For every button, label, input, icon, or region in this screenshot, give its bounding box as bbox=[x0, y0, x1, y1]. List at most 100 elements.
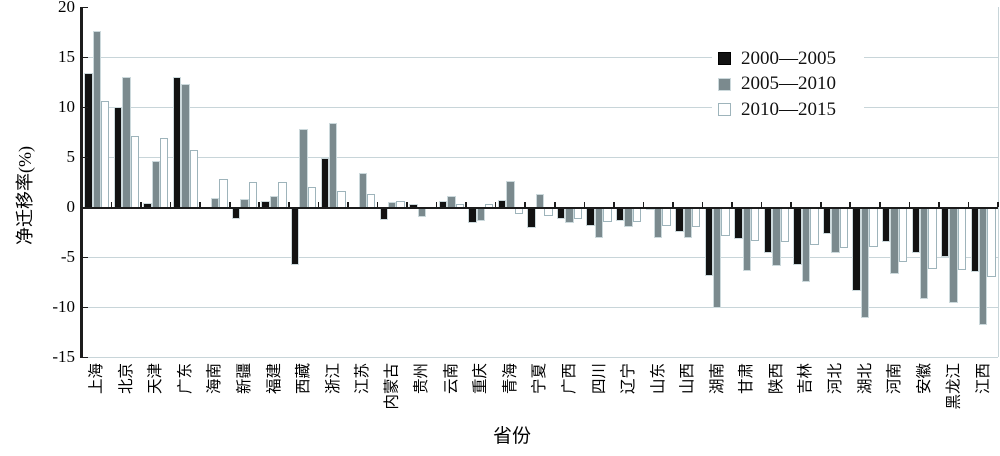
bar bbox=[941, 207, 950, 257]
x-axis-tick bbox=[849, 201, 852, 207]
y-axis-tick bbox=[82, 206, 88, 209]
x-axis-tick bbox=[613, 201, 615, 207]
y-axis-tick bbox=[82, 306, 88, 309]
bar bbox=[691, 207, 701, 227]
x-tick-label-text: 上海 bbox=[88, 363, 106, 395]
bar bbox=[742, 207, 752, 271]
gridline bbox=[82, 356, 998, 358]
x-axis-tick bbox=[583, 201, 586, 207]
gridline bbox=[82, 156, 998, 158]
bar bbox=[586, 207, 595, 226]
x-axis-tick bbox=[258, 201, 261, 207]
legend-swatch bbox=[718, 77, 731, 91]
bar bbox=[299, 129, 308, 209]
bar bbox=[565, 207, 574, 223]
y-tick-label: -15 bbox=[52, 346, 75, 366]
y-axis-tick bbox=[82, 156, 88, 159]
bar bbox=[624, 207, 633, 227]
gridline bbox=[82, 256, 998, 258]
x-tick-label-text: 广西 bbox=[561, 363, 579, 395]
plot-right-border bbox=[998, 7, 1000, 357]
legend: 2000—2005 2005—2010 2010—2015 bbox=[712, 44, 864, 125]
x-tick-label-text: 内蒙古 bbox=[383, 363, 401, 410]
x-tick-label-text: 湖北 bbox=[856, 363, 874, 395]
x-axis-tick bbox=[169, 201, 172, 207]
x-tick-label-text: 甘肃 bbox=[738, 363, 756, 395]
bar bbox=[632, 207, 642, 222]
bar bbox=[869, 207, 878, 247]
bar bbox=[822, 207, 832, 234]
x-axis-tick bbox=[199, 201, 201, 207]
gridline bbox=[82, 106, 998, 108]
bar bbox=[675, 207, 684, 232]
bar bbox=[603, 207, 612, 222]
x-axis-tick bbox=[879, 201, 881, 207]
bar bbox=[160, 138, 169, 209]
bar bbox=[852, 207, 861, 291]
bar bbox=[307, 187, 317, 209]
x-axis-tick bbox=[524, 201, 527, 207]
legend-label: 2005—2010 bbox=[741, 73, 836, 95]
x-axis-tick bbox=[494, 201, 497, 207]
bar bbox=[772, 207, 781, 266]
bar bbox=[172, 77, 182, 209]
bar bbox=[970, 207, 980, 272]
x-tick-label-text: 贵州 bbox=[413, 363, 431, 395]
bar bbox=[181, 84, 190, 209]
x-axis-tick bbox=[819, 201, 822, 207]
x-tick-label-text: 青海 bbox=[501, 363, 519, 395]
y-tick-label: 15 bbox=[58, 46, 75, 66]
bar bbox=[928, 207, 937, 269]
legend-label: 2010—2015 bbox=[741, 98, 836, 120]
x-tick-label-text: 新疆 bbox=[236, 363, 254, 395]
x-tick-label-text: 陕西 bbox=[767, 363, 785, 395]
bar bbox=[793, 207, 802, 265]
bar bbox=[957, 207, 967, 270]
bar bbox=[189, 150, 198, 209]
x-axis-tick bbox=[140, 201, 142, 207]
bar bbox=[594, 207, 604, 238]
x-axis-tick bbox=[465, 201, 467, 207]
x-axis-title: 省份 bbox=[492, 426, 531, 447]
y-axis-tick bbox=[82, 56, 88, 59]
x-axis-tick bbox=[642, 201, 645, 207]
x-axis-tick bbox=[672, 201, 674, 207]
bar bbox=[113, 107, 123, 209]
bar bbox=[721, 207, 730, 236]
y-axis-tick bbox=[82, 106, 88, 109]
bar bbox=[92, 31, 101, 209]
x-tick-label-text: 江西 bbox=[974, 363, 992, 395]
x-tick-label-text: 江苏 bbox=[354, 363, 372, 395]
x-tick-label-text: 福建 bbox=[265, 363, 283, 395]
x-axis-tick bbox=[376, 201, 379, 207]
bar bbox=[919, 207, 929, 299]
bar bbox=[320, 158, 329, 209]
x-tick-label-text: 云南 bbox=[442, 363, 460, 395]
bar bbox=[506, 181, 515, 209]
x-axis-line bbox=[82, 206, 998, 210]
x-axis-tick bbox=[228, 201, 231, 207]
x-axis-tick bbox=[288, 201, 290, 207]
y-axis-tick bbox=[82, 6, 88, 9]
bar bbox=[122, 77, 131, 209]
x-tick-label-text: 西藏 bbox=[295, 363, 313, 395]
gridline bbox=[82, 306, 998, 308]
legend-item: 2005—2010 bbox=[718, 72, 864, 98]
y-tick-label: 0 bbox=[66, 196, 76, 216]
bar bbox=[801, 207, 811, 282]
x-axis-tick bbox=[938, 201, 940, 207]
x-tick-label-text: 北京 bbox=[117, 363, 135, 395]
bar bbox=[84, 73, 93, 209]
bar bbox=[704, 207, 714, 276]
x-axis-tick bbox=[967, 201, 970, 207]
bar bbox=[839, 207, 849, 248]
bar bbox=[911, 207, 920, 253]
bar bbox=[898, 207, 908, 262]
x-axis-tick bbox=[347, 201, 349, 207]
x-tick-label-text: 吉林 bbox=[797, 363, 815, 395]
bar bbox=[278, 182, 287, 209]
x-tick-label-text: 安徽 bbox=[915, 363, 933, 395]
legend-item: 2010—2015 bbox=[718, 97, 864, 123]
gridline bbox=[82, 56, 998, 58]
